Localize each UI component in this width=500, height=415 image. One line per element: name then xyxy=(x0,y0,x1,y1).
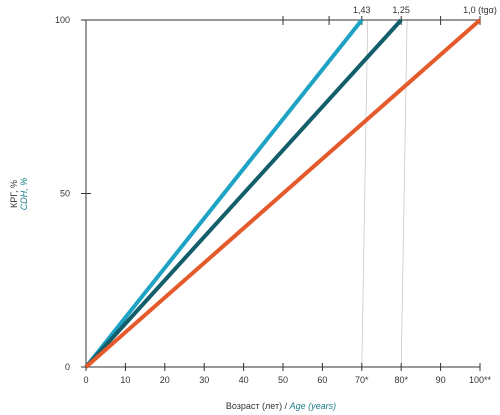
tick-labels: 0 10 20 30 40 50 60 70* 80* 90 100** 0 50 100 1,43 1,25… xyxy=(55,5,497,385)
y-tick-label-0: 0 xyxy=(65,362,70,372)
axes xyxy=(81,16,481,371)
x-tick-label-5: 50 xyxy=(278,375,288,385)
guide-lines xyxy=(361,19,408,368)
y-tick-label-2: 100 xyxy=(55,15,70,25)
x-tick-label-8: 80* xyxy=(394,375,408,385)
x-tick-label-7: 70* xyxy=(355,375,369,385)
x-tick-label-6: 60 xyxy=(317,375,327,385)
y-tick-label-1: 50 xyxy=(60,189,70,199)
guide-line-1 xyxy=(400,19,408,368)
series-line-1 xyxy=(84,18,403,369)
x-tick-label-2: 20 xyxy=(160,375,170,385)
series-line-0 xyxy=(84,18,364,369)
guide-line-0 xyxy=(361,19,369,368)
y-axis-title-ru: КРГ, % xyxy=(9,180,19,208)
x-axis-title: Возраст (лет) / Age (years) xyxy=(226,401,336,411)
series-top-label-0: 1,43 xyxy=(353,5,371,15)
x-tick-label-4: 40 xyxy=(239,375,249,385)
x-axis-title-en: Age (years) xyxy=(289,401,337,411)
x-axis-title-sep: / xyxy=(282,401,290,411)
x-tick-label-9: 90 xyxy=(436,375,446,385)
x-tick-label-0: 0 xyxy=(83,375,88,385)
series-line-2 xyxy=(84,18,482,369)
series-lines xyxy=(84,18,482,369)
x-tick-label-3: 30 xyxy=(199,375,209,385)
y-axis-title-en: CDH, % xyxy=(19,178,29,211)
series-top-label-1: 1,25 xyxy=(392,5,410,15)
x-axis-title-ru: Возраст (лет) xyxy=(226,401,282,411)
x-tick-label-1: 10 xyxy=(120,375,130,385)
series-top-label-2: 1,0 (tgα) xyxy=(463,5,497,15)
x-tick-label-10: 100** xyxy=(469,375,492,385)
